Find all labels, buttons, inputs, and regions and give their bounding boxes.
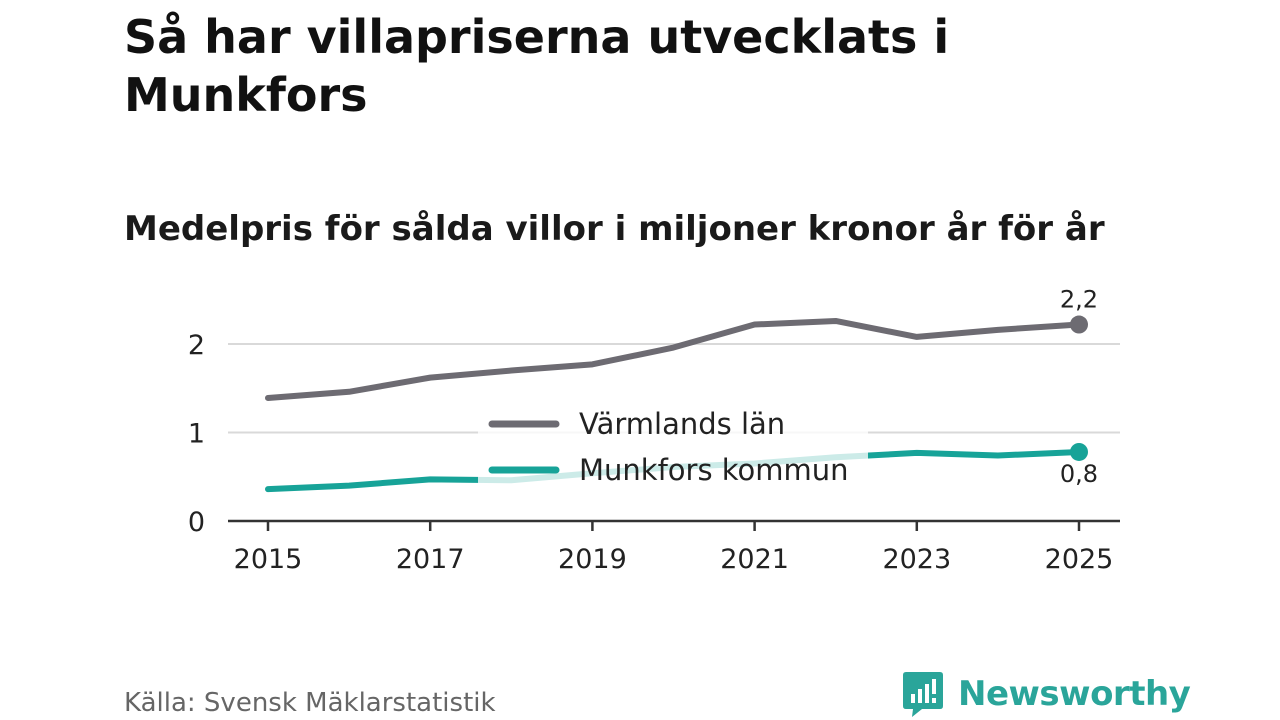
end-value-label-0: 2,2 bbox=[1060, 286, 1098, 314]
legend-label-0: Värmlands län bbox=[579, 407, 785, 441]
end-value-label-1: 0,8 bbox=[1060, 460, 1098, 488]
y-tick-label-2: 2 bbox=[188, 330, 205, 361]
y-tick-label-0: 0 bbox=[188, 507, 205, 538]
newsworthy-logo-icon bbox=[903, 672, 943, 717]
x-tick-label-2017: 2017 bbox=[396, 544, 465, 575]
brand-logo: Newsworthy bbox=[902, 670, 1191, 718]
y-tick-label-1: 1 bbox=[188, 419, 205, 450]
x-tick-label-2021: 2021 bbox=[720, 544, 789, 575]
source-note: Källa: Svensk Mäklarstatistik bbox=[124, 688, 496, 718]
x-tick-label-2023: 2023 bbox=[882, 544, 951, 575]
legend: Värmlands län Munkfors kommun bbox=[478, 400, 868, 492]
series-line-0 bbox=[265, 317, 1082, 401]
legend-box bbox=[478, 400, 868, 492]
x-tick-label-2025: 2025 bbox=[1045, 544, 1114, 575]
chart-subtitle: Medelpris för sålda villor i miljoner kr… bbox=[124, 209, 1105, 249]
x-tick-label-2019: 2019 bbox=[558, 544, 627, 575]
series-endpoint-0 bbox=[1070, 315, 1088, 334]
series-endpoint-1 bbox=[1070, 442, 1088, 461]
brand-name: Newsworthy bbox=[958, 674, 1191, 714]
legend-label-1: Munkfors kommun bbox=[579, 453, 849, 487]
chart-title: Så har villapriserna utvecklats i Munkfo… bbox=[124, 10, 950, 122]
end-labels: 2,2 0,8 bbox=[1060, 286, 1098, 488]
x-tick-label-2015: 2015 bbox=[234, 544, 303, 575]
axes: 0 1 2 2015 2017 2019 2021 2023 2025 bbox=[188, 330, 1120, 575]
